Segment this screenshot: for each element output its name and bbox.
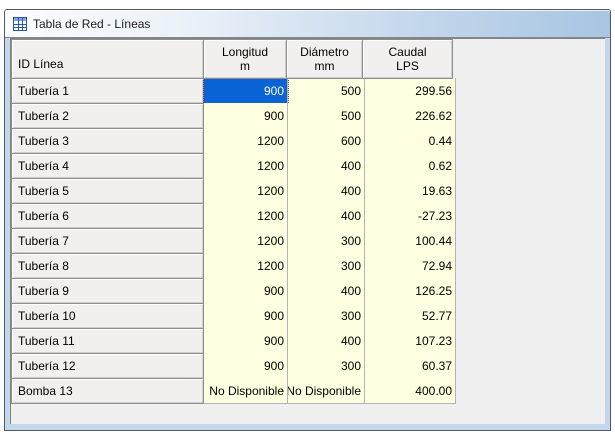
row-header[interactable]: Tubería 5	[11, 178, 204, 204]
titlebar[interactable]: Tabla de Red - Líneas	[5, 10, 610, 38]
table-row: Tubería 11 900 400 107.23	[11, 328, 456, 354]
cell-caudal[interactable]: 0.44	[365, 128, 456, 154]
column-header-longitud[interactable]: Longitud m	[203, 39, 287, 79]
column-header-caudal[interactable]: Caudal LPS	[362, 39, 453, 79]
cell-longitud[interactable]: 1200	[204, 153, 288, 179]
table-header-row: ID Línea Longitud m Diámetro mm Caudal L…	[11, 39, 456, 79]
row-header[interactable]: Tubería 6	[11, 203, 204, 229]
cell-caudal[interactable]: 400.00	[365, 378, 456, 404]
row-header[interactable]: Tubería 1	[11, 78, 204, 104]
cell-diametro[interactable]: 600	[288, 128, 365, 154]
cell-diametro[interactable]: 400	[288, 328, 365, 354]
column-label: Caudal	[388, 45, 427, 59]
table-row: Tubería 1 900 500 299.56	[11, 77, 456, 105]
cell-caudal[interactable]: 72.94	[365, 253, 456, 279]
cell-caudal[interactable]: -27.23	[365, 203, 456, 229]
column-label: Longitud	[221, 45, 269, 59]
cell-longitud[interactable]: 900	[204, 353, 288, 379]
table-body: Tubería 1 900 500 299.56 Tubería 2 900 5…	[11, 77, 456, 404]
row-header[interactable]: Tubería 2	[11, 103, 204, 129]
cell-diametro[interactable]: 400	[288, 203, 365, 229]
column-unit: LPS	[396, 59, 419, 73]
cell-caudal[interactable]: 100.44	[365, 228, 456, 254]
cell-longitud[interactable]: 1200	[204, 128, 288, 154]
table-row: Tubería 3 1200 600 0.44	[11, 128, 456, 154]
row-header[interactable]: Tubería 10	[11, 303, 204, 329]
column-unit: m	[240, 59, 250, 73]
table-row: Tubería 10 900 300 52.77	[11, 303, 456, 329]
row-header[interactable]: Tubería 3	[11, 128, 204, 154]
cell-diametro[interactable]: 400	[288, 278, 365, 304]
table-row: Tubería 6 1200 400 -27.23	[11, 203, 456, 229]
cell-diametro[interactable]: 300	[288, 228, 365, 254]
network-links-table: ID Línea Longitud m Diámetro mm Caudal L…	[11, 39, 456, 404]
cell-longitud[interactable]: 900	[204, 303, 288, 329]
cell-diametro[interactable]: 400	[288, 153, 365, 179]
cell-caudal[interactable]: 126.25	[365, 278, 456, 304]
table-row: Tubería 12 900 300 60.37	[11, 353, 456, 379]
row-header[interactable]: Tubería 4	[11, 153, 204, 179]
cell-longitud[interactable]: 1200	[204, 203, 288, 229]
cell-caudal[interactable]: 299.56	[365, 78, 456, 104]
cell-diametro[interactable]: 300	[288, 303, 365, 329]
table-row: Tubería 4 1200 400 0.62	[11, 153, 456, 179]
cell-caudal[interactable]: 19.63	[365, 178, 456, 204]
cell-caudal[interactable]: 52.77	[365, 303, 456, 329]
row-header[interactable]: Bomba 13	[11, 378, 204, 404]
cell-caudal[interactable]: 0.62	[365, 153, 456, 179]
column-label: Diámetro	[300, 45, 349, 59]
cell-longitud[interactable]: 900	[204, 103, 288, 129]
cell-diametro[interactable]: 500	[288, 78, 365, 104]
table-row: Tubería 5 1200 400 19.63	[11, 178, 456, 204]
window-title: Tabla de Red - Líneas	[33, 16, 151, 31]
cell-longitud[interactable]: 1200	[204, 228, 288, 254]
table-row: Tubería 2 900 500 226.62	[11, 103, 456, 129]
cell-caudal[interactable]: 60.37	[365, 353, 456, 379]
table-row: Bomba 13 No Disponible No Disponible 400…	[11, 378, 456, 404]
column-unit: mm	[314, 59, 335, 73]
table-row: Tubería 7 1200 300 100.44	[11, 228, 456, 254]
cell-longitud[interactable]: 900	[204, 278, 288, 304]
table-client-area: ID Línea Longitud m Diámetro mm Caudal L…	[10, 38, 605, 424]
cell-longitud[interactable]: 1200	[204, 253, 288, 279]
table-window: Tabla de Red - Líneas ID Línea Longitud …	[4, 9, 611, 431]
cell-longitud[interactable]: 900	[204, 328, 288, 354]
cell-diametro[interactable]: 300	[288, 253, 365, 279]
row-header[interactable]: Tubería 12	[11, 353, 204, 379]
cell-diametro[interactable]: 300	[288, 353, 365, 379]
id-header-label: ID Línea	[18, 57, 64, 71]
cell-longitud[interactable]: 900	[203, 77, 289, 105]
cell-diametro[interactable]: 500	[288, 103, 365, 129]
column-header-id[interactable]: ID Línea	[11, 39, 204, 79]
column-header-diametro[interactable]: Diámetro mm	[286, 39, 363, 79]
row-header[interactable]: Tubería 8	[11, 253, 204, 279]
row-header[interactable]: Tubería 11	[11, 328, 204, 354]
cell-diametro[interactable]: 400	[288, 178, 365, 204]
cell-caudal[interactable]: 107.23	[365, 328, 456, 354]
table-icon	[13, 16, 27, 31]
cell-diametro[interactable]: No Disponible	[288, 378, 365, 404]
table-row: Tubería 9 900 400 126.25	[11, 278, 456, 304]
table-row: Tubería 8 1200 300 72.94	[11, 253, 456, 279]
cell-longitud[interactable]: No Disponible	[204, 378, 288, 404]
row-header[interactable]: Tubería 7	[11, 228, 204, 254]
cell-caudal[interactable]: 226.62	[365, 103, 456, 129]
row-header[interactable]: Tubería 9	[11, 278, 204, 304]
cell-longitud[interactable]: 1200	[204, 178, 288, 204]
